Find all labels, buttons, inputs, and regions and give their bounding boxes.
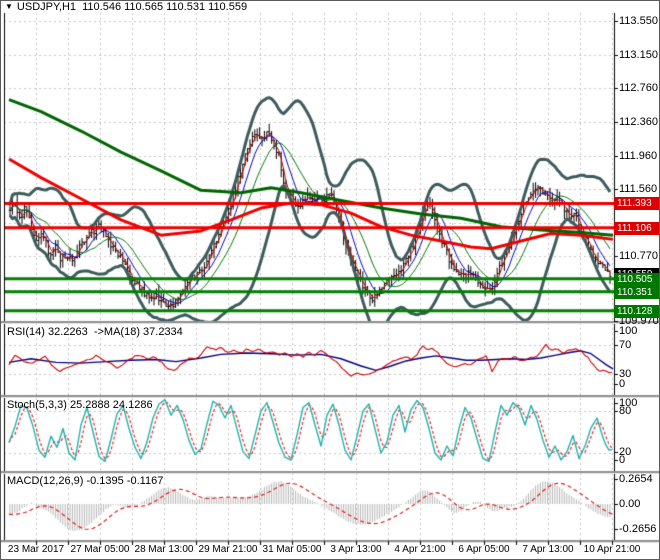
price-tick-label: 113.150 — [619, 49, 658, 61]
level-price-badge: 111.106 — [614, 221, 659, 235]
time-axis-label: 23 Mar 2017 — [7, 544, 65, 555]
chart-dropdown-icon[interactable]: ▼ — [5, 2, 13, 11]
level-price-badge: 111.393 — [614, 196, 659, 210]
time-axis-label: 7 Apr 13:00 — [522, 544, 574, 555]
stoch-pane-label: Stoch(5,3,3) 25.2888 24.1286 — [7, 399, 153, 411]
time-axis-label: 10 Apr 21:00 — [583, 544, 641, 555]
level-price-badge: 110.505 — [614, 272, 659, 286]
macd-tick-label: -0.2656 — [619, 523, 657, 535]
rsi-tick-label: 30 — [619, 368, 632, 380]
price-tick-label: 111.560 — [619, 183, 658, 195]
macd-tick-label: 0.00 — [619, 498, 641, 510]
price-tick-label: 111.960 — [619, 150, 658, 162]
rsi-tick-label: 0 — [619, 378, 626, 390]
stoch-tick-label: 80 — [619, 405, 632, 417]
price-tick-label: 110.770 — [619, 250, 658, 262]
time-axis-label: 3 Apr 13:00 — [330, 544, 382, 555]
chart-title-text: USDJPY,H1 110.546 110.565 110.531 110.55… — [16, 1, 248, 13]
rsi-pane-label: RSI(14) 32.2263 ->MA(18) 37.2334 — [7, 326, 183, 338]
rsi-tick-label: 70 — [619, 339, 632, 351]
level-price-badge: 110.351 — [614, 285, 659, 299]
macd-pane-label: MACD(12,26,9) -0.1395 -0.1167 — [7, 475, 164, 487]
stoch-tick-label: 20 — [619, 446, 632, 458]
time-axis-label: 6 Apr 05:00 — [458, 544, 510, 555]
price-tick-label: 113.550 — [619, 15, 658, 27]
time-axis-label: 27 Mar 05:00 — [70, 544, 130, 555]
time-axis-label: 29 Mar 21:00 — [198, 544, 258, 555]
price-tick-label: 109.970 — [619, 315, 659, 327]
price-tick-label: 112.760 — [619, 82, 658, 94]
level-price-badge: 110.128 — [614, 304, 659, 318]
macd-tick-label: 0.2654 — [619, 473, 653, 485]
time-axis-label: 31 Mar 05:00 — [262, 544, 322, 555]
stoch-tick-label: 0 — [619, 454, 626, 466]
stoch-tick-label: 100 — [619, 397, 638, 409]
chart-title: ▼ USDJPY,H1 110.546 110.565 110.531 110.5… — [5, 1, 247, 13]
time-axis-label: 28 Mar 13:00 — [134, 544, 194, 555]
price-tick-label: 112.360 — [619, 116, 658, 128]
rsi-tick-label: 100 — [619, 325, 638, 337]
time-axis-label: 4 Apr 21:00 — [394, 544, 446, 555]
